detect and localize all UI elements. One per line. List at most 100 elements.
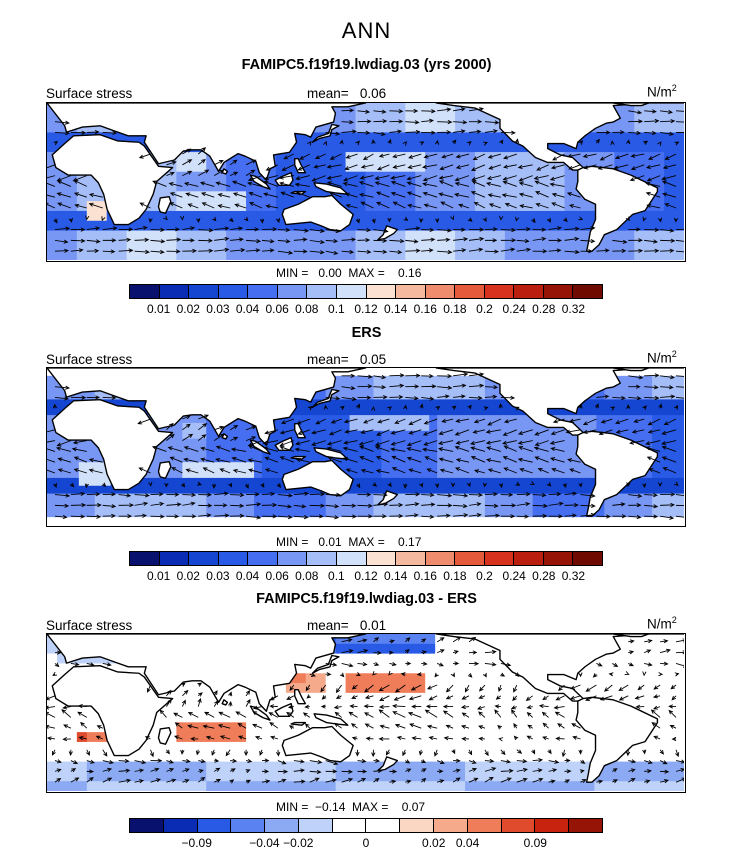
- field-cell: [335, 103, 347, 114]
- wind-vector-arrow: [152, 180, 167, 187]
- field-cell: [265, 240, 277, 251]
- field-cell: [389, 477, 398, 487]
- field-cell: [574, 732, 585, 743]
- field-cell: [437, 422, 446, 432]
- wind-vector-arrow: [548, 248, 562, 253]
- wind-vector-arrow: [468, 107, 485, 112]
- field-cell: [476, 493, 486, 502]
- wind-vector-arrow: [297, 429, 310, 435]
- wind-vector-arrow: [86, 662, 95, 667]
- field-cell: [594, 240, 605, 251]
- wind-vector-arrow: [247, 458, 263, 463]
- field-cell: [150, 517, 159, 525]
- field-cell: [395, 210, 406, 222]
- field-cell: [176, 683, 187, 694]
- wind-vector-arrow: [295, 440, 310, 446]
- field-cell: [405, 368, 414, 377]
- field-cell: [469, 493, 478, 502]
- wind-vector-arrow: [102, 513, 116, 519]
- field-cell: [254, 485, 263, 495]
- wind-vector-arrow: [53, 218, 58, 224]
- wind-vector-arrow: [232, 192, 247, 198]
- wind-vector-arrow: [55, 446, 71, 452]
- field-cell: [469, 509, 478, 518]
- wind-vector-arrow: [166, 698, 172, 707]
- wind-vector-arrow: [389, 394, 404, 400]
- field-cell: [285, 761, 297, 772]
- field-cell: [564, 485, 574, 495]
- wind-vector-arrow: [243, 216, 249, 222]
- field-cell: [375, 712, 386, 723]
- field-cell: [126, 509, 136, 518]
- wind-vector-arrow: [405, 248, 421, 253]
- wind-vector-arrow: [341, 373, 356, 378]
- field-cell: [106, 132, 118, 143]
- field-cell: [556, 493, 566, 502]
- field-cell: [664, 751, 675, 763]
- wind-vector-arrow: [70, 130, 87, 135]
- field-cell: [66, 240, 78, 251]
- field-cell: [385, 112, 396, 124]
- field-cell: [333, 422, 343, 432]
- field-cell: [676, 477, 684, 487]
- field-cell: [186, 751, 197, 763]
- field-cell: [415, 220, 426, 232]
- field-cell: [94, 517, 104, 525]
- field-cell: [295, 220, 307, 232]
- field-cell: [226, 161, 237, 173]
- wind-vector-arrow: [377, 418, 390, 424]
- field-cell: [116, 663, 128, 674]
- field-cell: [47, 712, 58, 723]
- wind-vector-arrow: [358, 440, 374, 446]
- landmass-samerica: [575, 165, 659, 252]
- field-cell: [222, 422, 231, 432]
- wind-vector-arrow: [230, 237, 244, 242]
- wind-vector-arrow: [614, 153, 629, 160]
- wind-vector-arrow: [612, 514, 627, 519]
- field-cell: [341, 493, 351, 502]
- field-cell: [405, 643, 416, 655]
- wind-vector-arrow: [597, 164, 613, 170]
- field-cell: [54, 462, 64, 471]
- wind-vector-arrow: [671, 695, 677, 701]
- wind-vector-arrow: [421, 118, 435, 123]
- wind-vector-arrow: [470, 456, 486, 463]
- wind-vector-arrow: [70, 514, 86, 519]
- wind-vector-arrow: [252, 711, 263, 718]
- wind-vector-arrow: [660, 394, 676, 399]
- wind-vector-arrow: [628, 248, 644, 253]
- wind-vector-arrow: [166, 492, 180, 497]
- field-cell: [668, 399, 677, 408]
- field-cell: [405, 375, 414, 385]
- field-cell: [654, 741, 665, 753]
- field-cell: [492, 493, 502, 502]
- wind-vector-arrow: [279, 181, 294, 187]
- wind-vector-arrow: [293, 768, 305, 773]
- field-cell: [604, 663, 615, 674]
- wind-vector-arrow: [494, 704, 501, 709]
- field-cell: [94, 462, 104, 471]
- colorbar-tick-label: 0.01: [146, 302, 171, 316]
- wind-vector-arrow: [426, 468, 438, 474]
- field-cell: [216, 751, 227, 763]
- field-cell: [524, 470, 534, 479]
- wind-vector-arrow: [484, 394, 498, 399]
- field-cell: [126, 485, 136, 495]
- field-cell: [564, 771, 576, 782]
- field-cell: [206, 732, 217, 743]
- field-cell: [325, 142, 337, 153]
- field-cell: [47, 142, 58, 153]
- wind-vector-arrow: [47, 440, 56, 443]
- wind-vector-arrow: [309, 672, 316, 677]
- field-cell: [315, 761, 327, 772]
- field-cell: [385, 741, 396, 753]
- field-cell: [76, 240, 88, 251]
- field-cell: [349, 430, 359, 440]
- field-cell: [196, 161, 207, 173]
- field-cell: [176, 741, 187, 753]
- field-cell: [636, 438, 645, 447]
- field-cell: [375, 741, 386, 753]
- field-cell: [349, 509, 359, 518]
- field-cell: [86, 210, 98, 222]
- wind-vector-arrow: [70, 503, 87, 508]
